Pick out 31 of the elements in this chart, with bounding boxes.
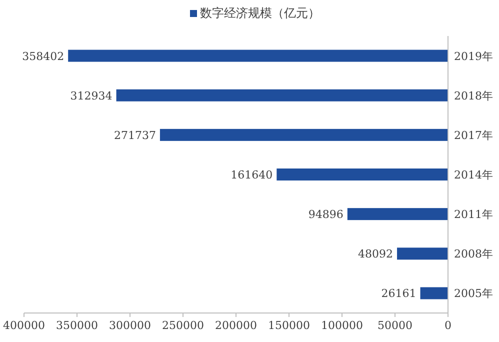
y-tick-label: 2008年 <box>454 248 493 261</box>
bar <box>347 208 448 220</box>
x-tick-label: 0 <box>444 319 452 332</box>
data-label: 358402 <box>22 50 64 63</box>
x-tick-label: 150000 <box>268 319 310 332</box>
data-label: 312934 <box>70 89 112 102</box>
bar <box>420 287 448 300</box>
data-label: 94896 <box>308 208 344 222</box>
x-tick-label: 300000 <box>109 319 151 332</box>
y-tick-label: 2011年 <box>454 208 493 222</box>
data-label: 161640 <box>230 168 273 182</box>
y-tick-label: 2005年 <box>454 287 493 300</box>
data-label: 271737 <box>114 128 156 142</box>
x-tick-label: 250000 <box>162 319 204 332</box>
data-label: 48092 <box>358 248 394 261</box>
x-tick-label: 200000 <box>215 319 257 332</box>
bar <box>68 50 448 62</box>
bar <box>397 248 448 260</box>
x-tick-label: 350000 <box>56 319 98 332</box>
y-tick-label: 2014年 <box>454 168 493 182</box>
bar <box>160 128 448 141</box>
bar <box>116 89 448 102</box>
x-tick-label: 400000 <box>3 319 45 332</box>
x-tick-label: 50000 <box>378 319 412 332</box>
y-tick-label: 2019年 <box>454 50 493 63</box>
y-tick-label: 2017年 <box>454 128 493 142</box>
legend-label: 数字经济规模（亿元） <box>200 6 320 20</box>
x-tick-label: 100000 <box>321 319 363 332</box>
bar <box>276 168 448 180</box>
data-label: 26161 <box>381 287 416 300</box>
y-tick-label: 2018年 <box>454 89 493 102</box>
